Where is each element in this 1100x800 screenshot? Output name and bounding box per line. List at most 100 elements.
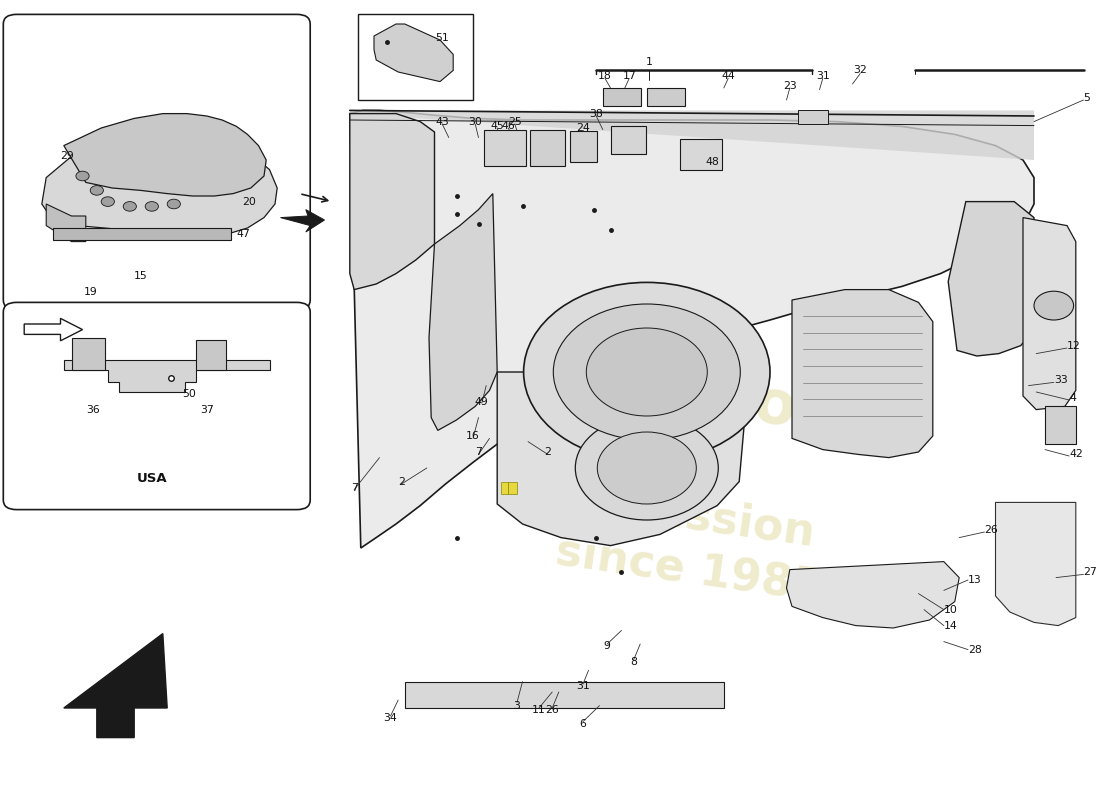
Polygon shape — [405, 682, 724, 708]
Polygon shape — [1023, 218, 1076, 410]
Circle shape — [1034, 291, 1074, 320]
Text: 30: 30 — [469, 117, 482, 126]
Text: 12: 12 — [1067, 341, 1080, 350]
Polygon shape — [500, 482, 508, 494]
Circle shape — [123, 202, 136, 211]
Polygon shape — [508, 482, 517, 494]
Text: 42: 42 — [1069, 450, 1082, 459]
Text: 28: 28 — [968, 645, 981, 654]
Text: 29: 29 — [60, 151, 75, 161]
Text: 17: 17 — [623, 71, 636, 81]
Circle shape — [597, 432, 696, 504]
Text: 13: 13 — [968, 575, 981, 585]
Bar — [798, 110, 828, 124]
Bar — [530, 130, 565, 166]
Text: 23: 23 — [783, 82, 796, 91]
Text: 51: 51 — [436, 34, 449, 43]
Text: a passion
since 1985: a passion since 1985 — [553, 478, 833, 610]
Text: 26: 26 — [984, 525, 999, 534]
Text: 43: 43 — [436, 117, 449, 126]
Bar — [647, 88, 685, 106]
Text: 31: 31 — [816, 71, 829, 81]
Text: 15: 15 — [134, 271, 147, 281]
Text: 7: 7 — [475, 447, 482, 457]
Text: 36: 36 — [87, 405, 100, 414]
Text: 25: 25 — [508, 117, 521, 126]
Text: 1: 1 — [646, 58, 652, 67]
Text: 3: 3 — [514, 701, 520, 710]
Text: 5: 5 — [1084, 93, 1090, 102]
Bar — [484, 130, 526, 166]
Bar — [1045, 406, 1076, 444]
Text: 44: 44 — [722, 71, 735, 81]
Bar — [358, 14, 473, 100]
Circle shape — [586, 328, 707, 416]
Text: 19: 19 — [84, 287, 97, 297]
Text: 31: 31 — [576, 682, 590, 691]
Text: 14: 14 — [944, 621, 957, 630]
Text: 33: 33 — [1054, 375, 1067, 385]
Polygon shape — [64, 114, 266, 196]
Polygon shape — [64, 634, 167, 738]
Text: 32: 32 — [854, 66, 867, 75]
Polygon shape — [429, 194, 497, 430]
Text: 46: 46 — [502, 122, 515, 131]
FancyBboxPatch shape — [3, 14, 310, 310]
Bar — [610, 126, 646, 154]
Text: 24: 24 — [576, 123, 590, 133]
Text: 2: 2 — [398, 477, 405, 486]
Text: 18: 18 — [598, 71, 612, 81]
Text: 50: 50 — [183, 389, 196, 398]
FancyBboxPatch shape — [3, 302, 310, 510]
Text: 20: 20 — [242, 197, 256, 206]
Text: 8: 8 — [630, 658, 637, 667]
Circle shape — [76, 171, 89, 181]
Text: 37: 37 — [200, 405, 213, 414]
Text: 16: 16 — [466, 431, 480, 441]
Polygon shape — [350, 114, 434, 290]
Text: 45: 45 — [491, 122, 504, 131]
Polygon shape — [196, 340, 225, 370]
Text: 11: 11 — [532, 706, 546, 715]
Polygon shape — [786, 562, 959, 628]
Text: 48: 48 — [706, 157, 719, 166]
Polygon shape — [46, 204, 86, 242]
Polygon shape — [64, 360, 270, 392]
Circle shape — [145, 202, 158, 211]
Polygon shape — [24, 318, 82, 341]
Circle shape — [524, 282, 770, 462]
Text: 26: 26 — [546, 706, 559, 715]
Text: 6: 6 — [580, 719, 586, 729]
Text: 2: 2 — [544, 447, 551, 457]
Text: 47: 47 — [236, 229, 251, 238]
Circle shape — [575, 416, 718, 520]
Text: 10: 10 — [944, 605, 958, 614]
Polygon shape — [280, 210, 324, 232]
Polygon shape — [350, 110, 1034, 548]
Circle shape — [90, 186, 103, 195]
Text: 4: 4 — [1069, 394, 1076, 403]
Circle shape — [101, 197, 114, 206]
Text: 27: 27 — [1084, 567, 1098, 577]
Text: euromobils: euromobils — [531, 344, 921, 456]
Circle shape — [167, 199, 180, 209]
Polygon shape — [350, 110, 1034, 160]
Polygon shape — [374, 24, 453, 82]
Bar — [680, 139, 722, 170]
Polygon shape — [53, 228, 231, 240]
Text: 49: 49 — [475, 397, 488, 406]
Text: 34: 34 — [384, 714, 397, 723]
Text: 7: 7 — [351, 483, 358, 493]
Bar — [603, 88, 641, 106]
Polygon shape — [792, 290, 933, 458]
Polygon shape — [72, 338, 104, 370]
Text: USA: USA — [136, 472, 167, 485]
Circle shape — [553, 304, 740, 440]
Polygon shape — [996, 502, 1076, 626]
Text: 9: 9 — [604, 642, 611, 651]
Polygon shape — [948, 202, 1034, 356]
Polygon shape — [42, 128, 277, 236]
Polygon shape — [497, 372, 746, 546]
Text: 38: 38 — [590, 109, 603, 118]
Bar — [570, 131, 597, 162]
